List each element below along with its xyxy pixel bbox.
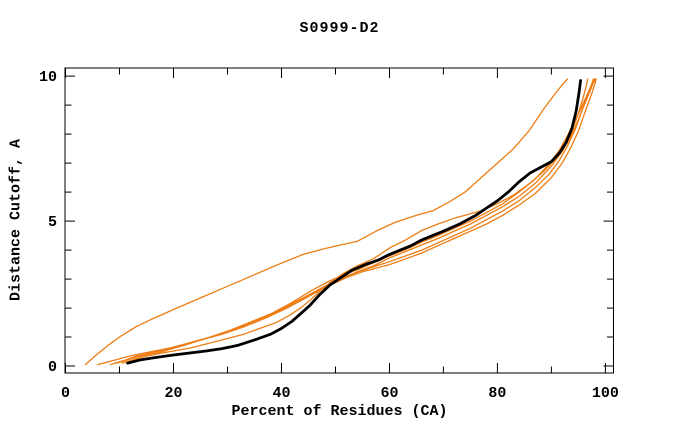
x-tick-label: 0 — [61, 385, 70, 402]
x-tick-label: 40 — [272, 385, 290, 402]
y-tick-label: 10 — [39, 69, 57, 86]
y-tick-label: 0 — [48, 359, 57, 376]
y-axis-label: Distance Cutoff, A — [7, 138, 25, 302]
curve-orange-model-3 — [109, 78, 595, 366]
curve-orange-model-1 — [84, 78, 569, 366]
x-tick-label: 100 — [592, 385, 619, 402]
curve-orange-model-4 — [116, 78, 596, 364]
curve-orange-model-5 — [121, 78, 597, 364]
y-tick-label: 5 — [48, 214, 57, 231]
x-tick-label: 60 — [380, 385, 398, 402]
curve-orange-model-6 — [126, 78, 589, 364]
chart-title: S0999-D2 — [299, 20, 380, 37]
curve-black-model — [126, 79, 582, 365]
x-axis-label: Percent of Residues (CA) — [231, 403, 448, 420]
x-tick-label: 80 — [488, 385, 506, 402]
x-tick-label: 20 — [164, 385, 182, 402]
curve-orange-model-2 — [97, 78, 597, 366]
plot-frame — [64, 67, 614, 374]
